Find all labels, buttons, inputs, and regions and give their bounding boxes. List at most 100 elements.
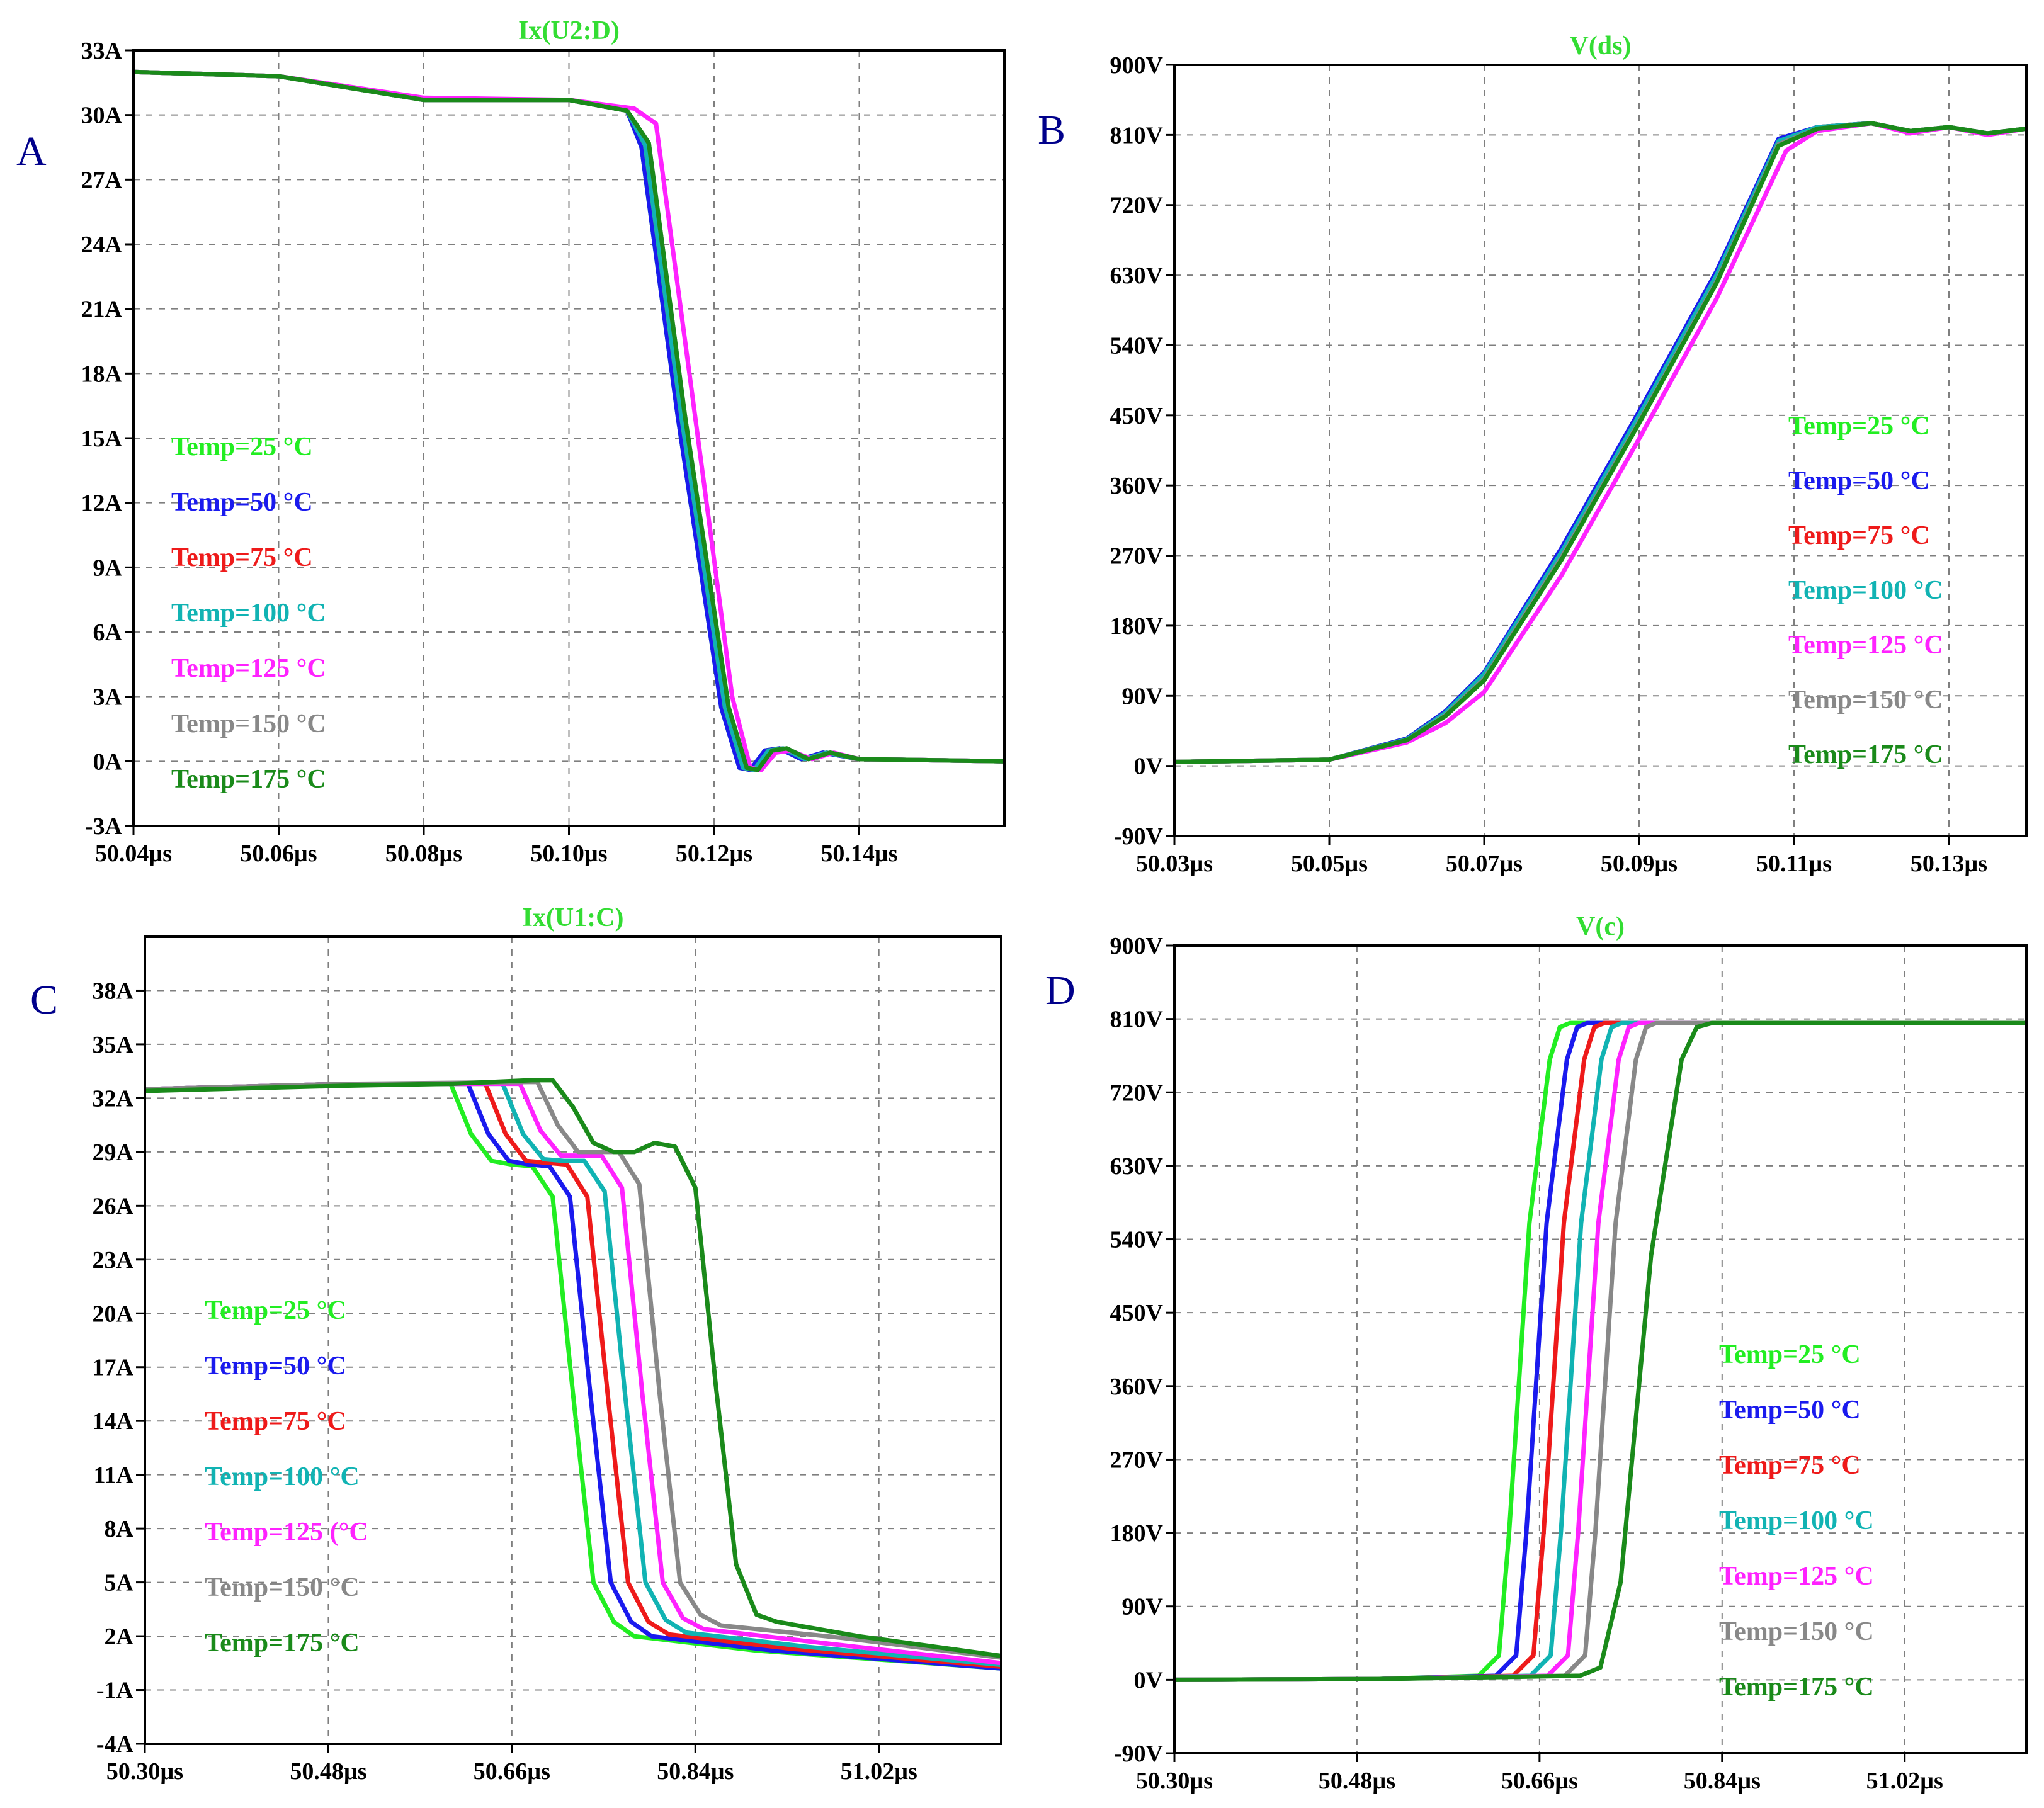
x-tick-label: 50.08µs (385, 840, 462, 867)
y-tick-label: 12A (81, 490, 123, 517)
legend-entry: Temp=25 °C (205, 1296, 346, 1325)
chart-title: V(ds) (1569, 31, 1631, 60)
y-tick-label: 540V (1110, 1227, 1164, 1253)
x-tick-label: 50.84µs (1684, 1768, 1761, 1794)
gridlines (145, 937, 1001, 1744)
legend-entry: Temp=75 °C (205, 1407, 346, 1436)
legend-entry: Temp=25 °C (1719, 1340, 1861, 1369)
y-tick-label: 33A (81, 38, 123, 64)
legend-entry: Temp=125 °C (1788, 631, 1943, 660)
series-line-175c (145, 1078, 1001, 1658)
series-line-25c (145, 1082, 1001, 1671)
legend-entry: Temp=125 °C (171, 654, 326, 683)
panel-label: D (1045, 968, 1076, 1014)
y-tick-label: 270V (1110, 543, 1164, 570)
y-tick-label: 270V (1110, 1447, 1164, 1473)
y-tick-label: -90V (1114, 823, 1164, 850)
y-tick-label: 720V (1110, 1080, 1164, 1106)
x-tick-label: 50.66µs (474, 1758, 550, 1785)
series-group (1174, 1020, 2026, 1682)
y-tick-label: 0V (1134, 754, 1164, 780)
y-tick-label: -3A (85, 813, 123, 840)
legend: Temp=25 °C Temp=50 °C Temp=75 °C Temp=100 °… (1788, 412, 1943, 769)
y-tick-label: 6A (93, 619, 123, 646)
y-tick-label: 180V (1110, 1520, 1164, 1547)
y-tick-label: 900V (1110, 933, 1164, 959)
series-line-25c (1174, 1020, 2026, 1682)
legend-entry: Temp=75 °C (1788, 521, 1930, 550)
y-tick-label: 32A (93, 1085, 134, 1112)
series-line-50c (1174, 1020, 2026, 1682)
panel-label: B (1038, 107, 1065, 153)
panel-A: A Ix(U2:D) 50.04µs 50.06µs 50.08µs 50.10µs 50.… (16, 16, 1006, 867)
panel-label: A (16, 128, 47, 174)
x-tick-label: 50.03µs (1136, 850, 1213, 877)
x-tick-label: 50.11µs (1756, 850, 1832, 877)
legend-entry: Temp=75 °C (171, 543, 313, 572)
legend-entry: Temp=50 °C (1788, 466, 1930, 495)
series-line-25c (1174, 121, 2026, 764)
legend-entry: Temp=125 (°C (205, 1518, 368, 1547)
series-line-75c (145, 1082, 1001, 1669)
legend-entry: Temp=175 °C (1788, 740, 1943, 769)
y-tick-label: 21A (81, 297, 123, 323)
series-line-175c (133, 69, 1004, 772)
gridlines (1174, 65, 2026, 836)
y-tick-label: 450V (1110, 1300, 1164, 1326)
legend-entry: Temp=150 °C (1788, 686, 1943, 715)
y-tick-label: 11A (94, 1462, 134, 1489)
x-tick-label: 50.09µs (1601, 850, 1678, 877)
y-tick-label: 8A (105, 1516, 134, 1542)
series-group (1174, 121, 2026, 764)
panel-label: C (30, 977, 58, 1023)
y-tick-label: 24A (81, 232, 123, 258)
series-line-100c (145, 1082, 1001, 1668)
y-tick-label: 360V (1110, 1374, 1164, 1400)
y-tick-label: 38A (93, 978, 134, 1004)
y-tick-label: 27A (81, 167, 123, 193)
y-tick-label: 2A (105, 1624, 134, 1650)
y-tick-label: 29A (93, 1139, 134, 1166)
legend-entry: Temp=100 °C (1719, 1506, 1874, 1535)
series-line-50c (1174, 121, 2026, 764)
x-tick-label: 50.84µs (657, 1758, 734, 1785)
series-line-175c (1174, 1020, 2026, 1682)
gridlines (133, 50, 1004, 826)
y-tick-label: 540V (1110, 332, 1164, 359)
y-tick-label: 900V (1110, 52, 1164, 79)
x-tick-label: 50.66µs (1501, 1768, 1578, 1794)
y-tick-label: -1A (96, 1678, 134, 1704)
x-tick-label: 51.02µs (1866, 1768, 1943, 1794)
legend-entry: Temp=50 °C (205, 1352, 346, 1381)
y-tick-label: 18A (81, 361, 123, 387)
x-tick-label: 50.04µs (95, 840, 172, 867)
x-tick-label: 50.14µs (820, 840, 897, 867)
y-tick-label: 810V (1110, 122, 1164, 149)
y-tick-label: 30A (81, 103, 123, 129)
legend: Temp=25 °C Temp=50 °C Temp=75 °C Temp=100 °… (171, 432, 326, 794)
legend-entry: Temp=175 °C (171, 765, 326, 794)
legend-entry: Temp=100 °C (1788, 576, 1943, 605)
legend-entry: Temp=25 °C (1788, 412, 1930, 441)
y-tick-label: 35A (93, 1032, 134, 1058)
y-tick-label: 9A (93, 555, 123, 581)
plot-frame (1173, 944, 2028, 1754)
y-tick-label: 20A (93, 1301, 134, 1327)
x-tick-label: 50.30µs (106, 1758, 183, 1785)
series-line-125c (145, 1082, 1001, 1666)
y-tick-label: -4A (96, 1731, 134, 1758)
x-tick-label: 50.48µs (1319, 1768, 1395, 1794)
series-line-150c (145, 1080, 1001, 1660)
series-line-125c (1174, 1020, 2026, 1682)
series-group (133, 69, 1004, 772)
y-tick-label: 3A (93, 684, 123, 711)
series-line-50c (145, 1082, 1001, 1671)
legend-entry: Temp=125 °C (1719, 1562, 1874, 1591)
legend-entry: Temp=150 °C (205, 1573, 360, 1602)
y-tick-label: 720V (1110, 193, 1164, 219)
series-line-75c (1174, 1020, 2026, 1682)
series-line-125c (1174, 121, 2026, 764)
chart-title: Ix(U1:C) (523, 903, 624, 932)
x-tick-label: 50.05µs (1291, 850, 1368, 877)
